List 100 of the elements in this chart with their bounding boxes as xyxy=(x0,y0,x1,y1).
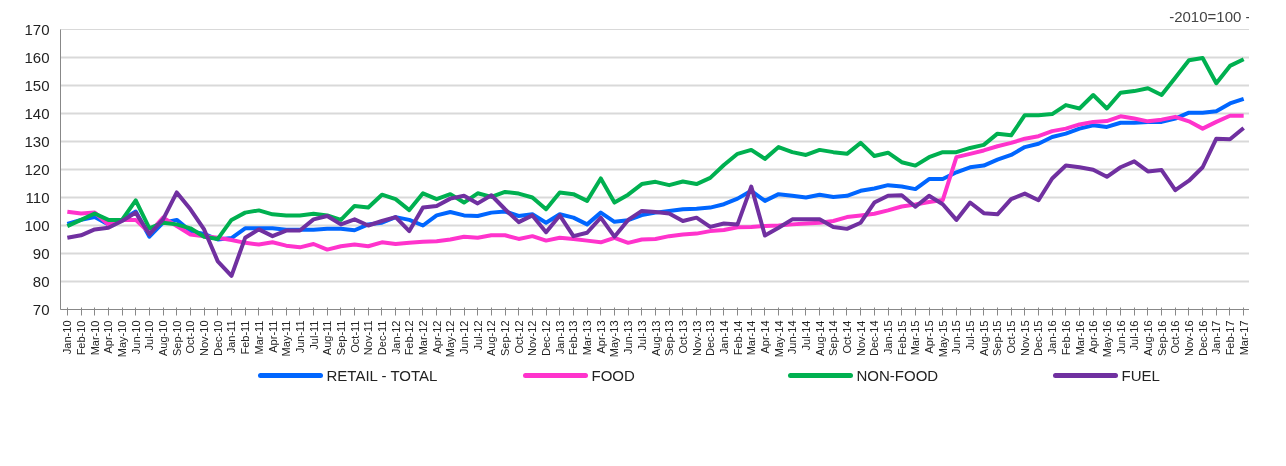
x-tick-label: Mar-10 xyxy=(88,320,101,356)
x-tick-label: Jan-14 xyxy=(717,320,730,355)
x-tick-label: May-16 xyxy=(1100,320,1113,358)
x-tick-label: Aug-15 xyxy=(977,320,990,356)
x-tick-label: Sep-13 xyxy=(663,320,676,356)
x-tick-label: Mar-13 xyxy=(581,320,594,356)
x-tick-label: Feb-17 xyxy=(1223,320,1236,356)
x-tick-label: Jan-10 xyxy=(61,320,74,355)
x-tick-label: Feb-13 xyxy=(567,320,580,356)
x-tick-label: Jun-12 xyxy=(458,320,471,355)
x-tick-label: May-10 xyxy=(116,320,129,358)
x-tick-label: Jul-15 xyxy=(964,320,977,351)
x-tick-label: Apr-10 xyxy=(102,320,115,354)
x-tick-label: Jun-15 xyxy=(950,320,963,355)
x-tick-label: Nov-15 xyxy=(1018,320,1031,356)
x-tick-label: Nov-10 xyxy=(198,320,211,356)
x-tick-label: Dec-14 xyxy=(868,320,881,356)
x-tick-label: Sep-16 xyxy=(1155,320,1168,356)
y-tick-label: 140 xyxy=(24,104,50,122)
x-tick-label: Dec-16 xyxy=(1196,320,1209,356)
x-tick-label: Jun-10 xyxy=(129,320,142,355)
x-tick-label: Aug-13 xyxy=(649,320,662,356)
x-tick-label: Nov-12 xyxy=(526,320,539,356)
line-series xyxy=(65,126,1246,278)
x-tick-label: Nov-11 xyxy=(362,320,375,356)
x-tick-label: Oct-11 xyxy=(348,320,361,353)
legend-label: RETAIL - TOTAL xyxy=(326,367,438,384)
y-tick-label: 120 xyxy=(24,160,50,178)
x-tick-label: Aug-10 xyxy=(157,320,170,356)
x-tick-label: Mar-11 xyxy=(252,320,265,355)
x-tick-label: Sep-15 xyxy=(991,320,1004,356)
x-tick-label: Oct-16 xyxy=(1169,320,1182,354)
x-tick-label: Jun-11 xyxy=(293,320,306,354)
x-tick-label: May-13 xyxy=(608,320,621,358)
x-tick-label: Jun-16 xyxy=(1114,320,1127,355)
x-tick-label: Feb-15 xyxy=(895,320,908,356)
x-tick-label: Mar-15 xyxy=(909,320,922,356)
x-tick-label: Aug-11 xyxy=(321,320,334,356)
y-tick-label: 70 xyxy=(32,300,50,318)
x-tick-label: Nov-16 xyxy=(1182,320,1195,356)
x-tick-label: Dec-13 xyxy=(704,320,717,356)
legend-label: NON-FOOD xyxy=(856,367,939,384)
x-tick-label: Jan-17 xyxy=(1210,320,1223,355)
x-tick-label: Aug-14 xyxy=(813,320,826,356)
x-tick-label: Feb-10 xyxy=(75,320,88,356)
x-tick-label: Apr-11 xyxy=(266,320,279,353)
x-tick-label: Jul-16 xyxy=(1128,320,1141,351)
x-tick-label: Sep-10 xyxy=(170,320,183,356)
x-tick-label: Dec-11 xyxy=(375,320,388,356)
x-tick-label: Mar-16 xyxy=(1073,320,1086,356)
x-tick-label: Apr-12 xyxy=(430,320,443,354)
y-tick-label: 170 xyxy=(24,20,50,38)
x-tick-label: May-12 xyxy=(444,320,457,358)
x-tick-label: Jul-13 xyxy=(635,320,648,351)
x-tick-label: Jul-10 xyxy=(143,320,156,351)
x-tick-label: Jun-13 xyxy=(622,320,635,355)
x-tick-label: Jul-14 xyxy=(799,320,812,351)
x-tick-label: Apr-14 xyxy=(758,320,771,354)
x-tick-label: Oct-12 xyxy=(512,320,525,354)
y-tick-label: 80 xyxy=(32,272,50,290)
x-tick-label: Oct-10 xyxy=(184,320,197,354)
x-tick-label: Jul-12 xyxy=(471,320,484,351)
chart-title: -2010=100 - xyxy=(1169,7,1251,25)
x-tick-label: Nov-14 xyxy=(854,320,867,356)
y-tick-label: 100 xyxy=(24,216,50,234)
y-tick-label: 130 xyxy=(24,132,50,150)
y-tick-label: 90 xyxy=(32,244,50,262)
x-tick-label: Dec-12 xyxy=(540,320,553,356)
x-tick-label: Dec-10 xyxy=(211,320,224,356)
x-tick-label: Apr-16 xyxy=(1087,320,1100,354)
line-series xyxy=(65,56,1246,241)
x-tick-label: Jul-11 xyxy=(307,320,320,350)
x-tick-label: Feb-16 xyxy=(1059,320,1072,356)
x-tick-label: Aug-12 xyxy=(485,320,498,356)
x-tick-label: Feb-14 xyxy=(731,320,744,356)
x-tick-label: Mar-17 xyxy=(1237,320,1250,356)
x-tick-label: May-15 xyxy=(936,320,949,358)
y-tick-label: 110 xyxy=(25,188,50,206)
x-tick-label: Nov-13 xyxy=(690,320,703,356)
y-tick-label: 160 xyxy=(24,48,50,66)
x-tick-label: Sep-11 xyxy=(334,320,347,356)
x-tick-label: Jan-12 xyxy=(389,320,402,355)
legend-label: FUEL xyxy=(1121,367,1160,384)
x-tick-label: Oct-14 xyxy=(840,320,853,354)
x-tick-label: May-11 xyxy=(280,320,293,357)
x-tick-label: Feb-11 xyxy=(239,320,252,355)
x-tick-label: Dec-15 xyxy=(1032,320,1045,356)
x-tick-label: Mar-14 xyxy=(745,320,758,356)
x-tick-label: Aug-16 xyxy=(1141,320,1154,356)
x-tick-label: Jan-13 xyxy=(553,320,566,355)
x-tick-label: Feb-12 xyxy=(403,320,416,356)
x-tick-label: Apr-15 xyxy=(923,320,936,354)
y-tick-label: 150 xyxy=(24,76,50,94)
x-tick-label: Jan-11 xyxy=(225,320,238,354)
x-tick-label: Jun-14 xyxy=(786,320,799,355)
x-tick-label: Oct-15 xyxy=(1005,320,1018,354)
x-tick-label: Sep-14 xyxy=(827,320,840,356)
x-tick-label: Jan-15 xyxy=(882,320,895,355)
x-tick-label: Apr-13 xyxy=(594,320,607,354)
legend-label: FOOD xyxy=(591,367,635,384)
